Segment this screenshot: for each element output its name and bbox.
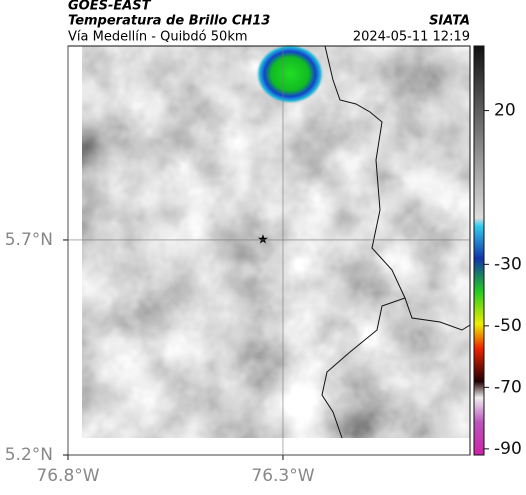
border-line [321, 297, 406, 439]
x-tick-label: 76.8°W [36, 466, 99, 486]
colorbar-tick-label: -70 [494, 377, 522, 397]
x-tick-label: 76.3°W [251, 466, 314, 486]
satellite-image [82, 46, 470, 438]
cold-cloud [256, 44, 324, 104]
header-title: GOES-EAST [68, 0, 152, 14]
border-line [324, 45, 471, 331]
y-tick-label: 5.7°N [5, 230, 53, 250]
header-source: SIATA [429, 14, 470, 29]
colorbar-tick-label: 20 [494, 101, 516, 121]
colorbar-tick-label: -90 [494, 439, 522, 459]
colorbar-tick-label: -50 [494, 316, 522, 336]
header-location: Vía Medellín - Quibdó 50km [68, 30, 248, 45]
colorbar [473, 45, 485, 456]
header-subtitle: Temperatura de Brillo CH13 [68, 14, 270, 29]
y-tick-label: 5.2°N [5, 445, 53, 465]
colorbar-tick-label: -30 [494, 254, 522, 274]
header-datetime: 2024-05-11 12:19 [353, 30, 470, 45]
